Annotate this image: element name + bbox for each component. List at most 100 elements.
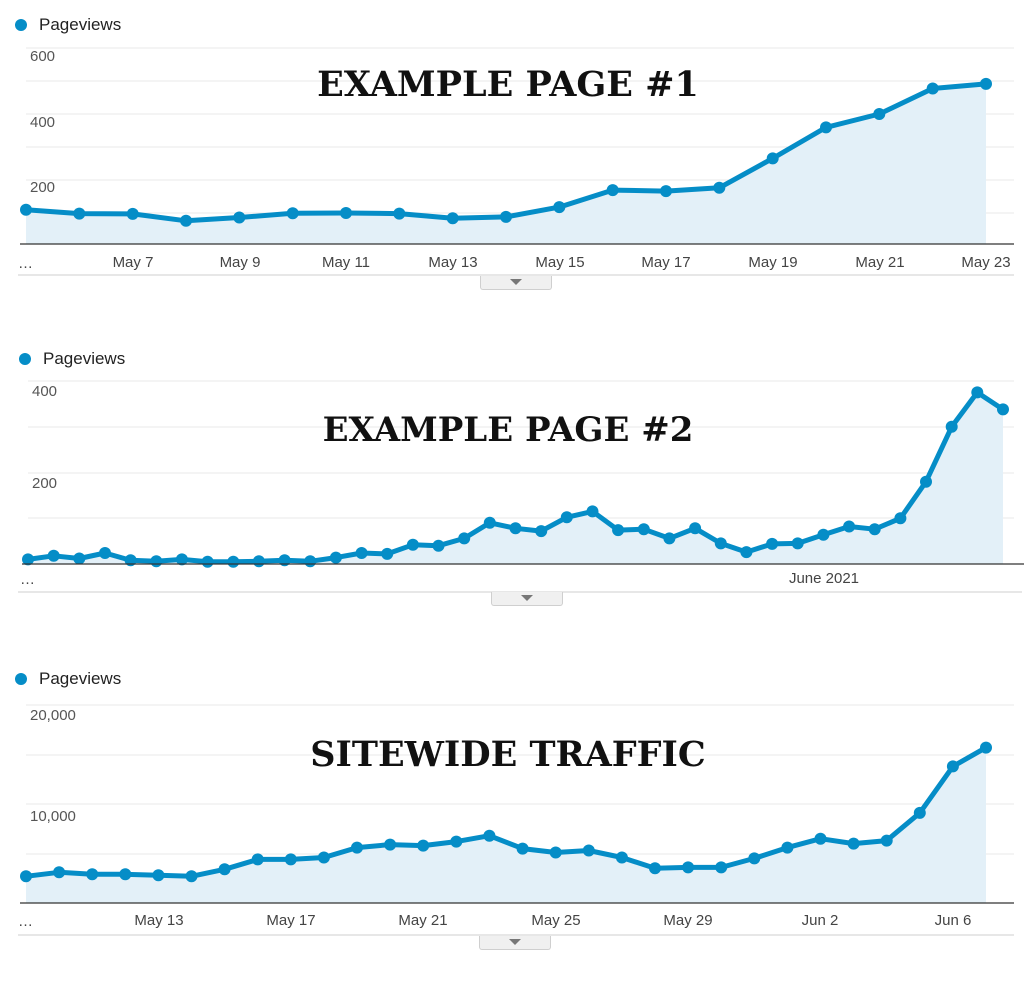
expand-chart-button[interactable] bbox=[491, 592, 563, 606]
data-point bbox=[432, 539, 445, 552]
x-tick-label: Jun 2 bbox=[802, 912, 839, 929]
data-point bbox=[894, 512, 907, 525]
data-point bbox=[329, 551, 342, 564]
data-point bbox=[233, 211, 246, 224]
x-tick-label: Jun 6 bbox=[935, 912, 972, 929]
x-overflow-indicator: … bbox=[20, 571, 35, 588]
data-point bbox=[649, 862, 661, 875]
data-point bbox=[252, 555, 265, 568]
legend-label: Pageviews bbox=[39, 669, 122, 688]
data-point bbox=[814, 832, 827, 845]
data-point bbox=[458, 532, 471, 545]
data-point bbox=[820, 121, 832, 134]
x-tick-label: May 25 bbox=[531, 912, 580, 929]
data-point bbox=[73, 552, 86, 565]
legend-label: Pageviews bbox=[43, 349, 126, 368]
x-tick-label: May 17 bbox=[641, 254, 690, 271]
data-point bbox=[20, 203, 32, 216]
data-point bbox=[73, 207, 86, 220]
data-point bbox=[766, 152, 779, 165]
data-point bbox=[817, 528, 830, 541]
data-point bbox=[715, 861, 728, 874]
legend-marker bbox=[19, 353, 31, 365]
data-point bbox=[340, 207, 352, 219]
data-point bbox=[384, 838, 397, 851]
data-point bbox=[615, 851, 628, 864]
data-point bbox=[483, 516, 496, 529]
data-point bbox=[748, 852, 761, 865]
data-point bbox=[997, 403, 1009, 416]
data-point bbox=[689, 522, 702, 535]
data-point bbox=[516, 842, 529, 855]
x-tick-label: May 9 bbox=[220, 254, 261, 271]
data-point bbox=[126, 207, 139, 220]
y-tick-label: 400 bbox=[30, 114, 55, 131]
data-point bbox=[381, 547, 394, 560]
data-point bbox=[500, 210, 512, 223]
line-chart-1: 600 400 200 May 7 May 9 May 11 May 13 May 15 May… bbox=[18, 47, 1014, 276]
y-tick-label: 200 bbox=[30, 179, 55, 196]
data-point bbox=[99, 547, 111, 559]
data-point bbox=[868, 523, 881, 536]
data-point bbox=[304, 555, 317, 568]
x-tick-label: May 21 bbox=[398, 912, 447, 929]
data-point bbox=[355, 547, 368, 559]
chart-panel-3: Pageviews 20,000 10,000 May 13 May 17 May 21… bbox=[0, 655, 1024, 975]
x-tick-label: May 11 bbox=[322, 254, 370, 271]
data-point bbox=[227, 555, 240, 568]
data-point bbox=[20, 870, 32, 883]
data-point bbox=[682, 861, 695, 874]
legend: Pageviews bbox=[15, 669, 121, 689]
data-point bbox=[218, 863, 231, 876]
data-point bbox=[880, 834, 893, 847]
legend: Pageviews bbox=[15, 15, 121, 35]
data-point bbox=[47, 549, 60, 562]
data-point bbox=[945, 420, 958, 433]
legend: Pageviews bbox=[19, 349, 125, 369]
data-point bbox=[637, 523, 650, 536]
x-overflow-indicator: … bbox=[18, 255, 33, 272]
data-point bbox=[86, 868, 99, 881]
data-point bbox=[920, 475, 932, 488]
data-point bbox=[446, 212, 459, 225]
legend-marker bbox=[15, 19, 27, 31]
data-point bbox=[980, 77, 992, 90]
x-tick-label: May 13 bbox=[428, 254, 477, 271]
expand-chart-button[interactable] bbox=[480, 276, 552, 290]
x-tick-label: May 15 bbox=[535, 254, 584, 271]
data-point bbox=[713, 181, 726, 194]
data-point bbox=[53, 866, 66, 879]
area-fill bbox=[26, 83, 986, 245]
chart-panel-1: Pageviews 600 400 200 May 7 May 9 May 11 May 1… bbox=[0, 0, 1024, 300]
data-point bbox=[843, 520, 856, 533]
data-point bbox=[971, 386, 984, 399]
data-point bbox=[553, 201, 566, 214]
line-chart-2: 400 200 June 2021 … EXAMPLE PAGE #2 bbox=[18, 380, 1024, 593]
line-chart-3: 20,000 10,000 May 13 May 17 May 21 May 25 May … bbox=[18, 704, 1014, 936]
x-tick-label: May 29 bbox=[663, 912, 712, 929]
x-tick-label: May 21 bbox=[855, 254, 904, 271]
data-point bbox=[766, 537, 779, 550]
chart-title: SITEWIDE TRAFFIC bbox=[310, 734, 705, 775]
data-point bbox=[351, 841, 363, 854]
data-point bbox=[180, 214, 192, 227]
data-point bbox=[150, 555, 163, 568]
data-point bbox=[586, 505, 599, 518]
chart-title: EXAMPLE PAGE #2 bbox=[323, 410, 694, 450]
y-tick-label: 400 bbox=[32, 383, 57, 400]
data-point bbox=[791, 537, 804, 550]
legend-marker bbox=[15, 673, 27, 685]
data-point bbox=[549, 846, 562, 859]
x-tick-label: May 23 bbox=[961, 254, 1010, 271]
data-point bbox=[185, 870, 198, 883]
expand-chart-button[interactable] bbox=[479, 936, 551, 950]
chart-panel-2: Pageviews 400 200 June 2021 … EXAMPLE PAGE #… bbox=[0, 335, 1024, 615]
data-point bbox=[560, 511, 573, 524]
x-tick-label: May 7 bbox=[113, 254, 154, 271]
y-tick-label: 10,000 bbox=[30, 808, 76, 825]
data-point bbox=[450, 835, 463, 848]
data-point bbox=[152, 869, 165, 882]
x-tick-label: June 2021 bbox=[789, 570, 859, 587]
data-point bbox=[175, 553, 188, 566]
data-point bbox=[913, 806, 926, 819]
